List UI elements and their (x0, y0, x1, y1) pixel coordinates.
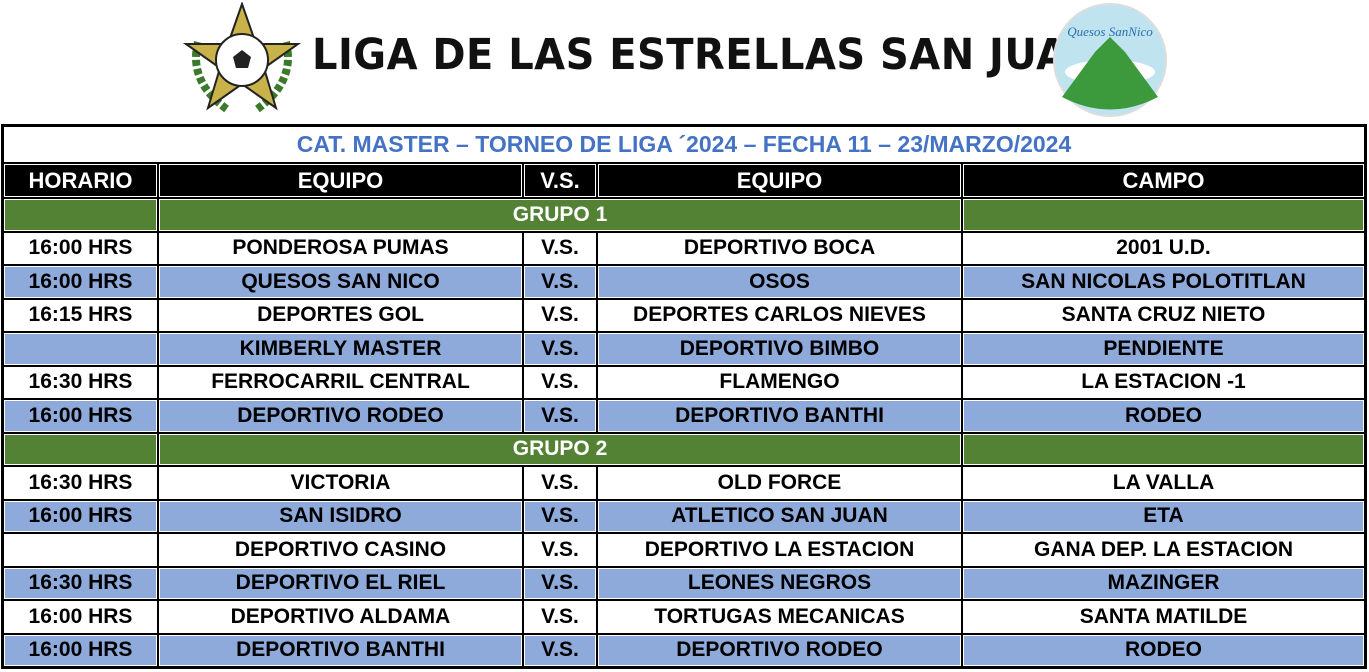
match-field: ETA (962, 499, 1365, 533)
col-vs: V.S. (523, 163, 597, 198)
col-horario: HORARIO (3, 163, 158, 198)
match-time: 16:00 HRS (3, 265, 158, 299)
col-equipo-home: EQUIPO (158, 163, 523, 198)
match-away: DEPORTIVO BOCA (597, 231, 962, 265)
group-spacer (3, 432, 158, 466)
match-home: DEPORTES GOL (158, 298, 523, 332)
match-away: DEPORTIVO LA ESTACION (597, 533, 962, 567)
match-row: 16:00 HRS QUESOS SAN NICO V.S. OSOS SAN NICO… (3, 265, 1365, 299)
match-time: 16:00 HRS (3, 399, 158, 433)
match-row: 16:00 HRS PONDEROSA PUMAS V.S. DEPORTIVO BO… (3, 231, 1365, 265)
match-field: 2001 U.D. (962, 231, 1365, 265)
match-away: ATLETICO SAN JUAN (597, 499, 962, 533)
match-home: DEPORTIVO RODEO (158, 399, 523, 433)
match-home: DEPORTIVO CASINO (158, 533, 523, 567)
group-spacer (962, 432, 1365, 466)
match-home: VICTORIA (158, 466, 523, 500)
match-time: 16:00 HRS (3, 231, 158, 265)
match-field: LA VALLA (962, 466, 1365, 500)
match-vs: V.S. (523, 298, 597, 332)
match-time: 16:15 HRS (3, 298, 158, 332)
group-spacer (962, 198, 1365, 232)
schedule-table: CAT. MASTER – TORNEO DE LIGA ´2024 – FEC… (1, 124, 1367, 669)
match-field: SANTA CRUZ NIETO (962, 298, 1365, 332)
col-campo: CAMPO (962, 163, 1365, 198)
league-title: LIGA DE LAS ESTRELLAS SAN JUAN (312, 30, 1102, 80)
match-time: 16:30 HRS (3, 566, 158, 600)
match-home: FERROCARRIL CENTRAL (158, 365, 523, 399)
match-home: DEPORTIVO EL RIEL (158, 566, 523, 600)
match-vs: V.S. (523, 399, 597, 433)
match-vs: V.S. (523, 533, 597, 567)
match-vs: V.S. (523, 499, 597, 533)
match-vs: V.S. (523, 566, 597, 600)
column-header-row: HORARIO EQUIPO V.S. EQUIPO CAMPO (3, 163, 1365, 198)
match-row: 16:15 HRS DEPORTES GOL V.S. DEPORTES CARLOS… (3, 298, 1365, 332)
match-field: RODEO (962, 399, 1365, 433)
match-home: KIMBERLY MASTER (158, 332, 523, 366)
match-time (3, 332, 158, 366)
match-time: 16:30 HRS (3, 466, 158, 500)
match-vs: V.S. (523, 600, 597, 634)
match-row: 16:00 HRS SAN ISIDRO V.S. ATLETICO SAN JUAN… (3, 499, 1365, 533)
match-away: LEONES NEGROS (597, 566, 962, 600)
match-away: OLD FORCE (597, 466, 962, 500)
match-row: 16:00 HRS DEPORTIVO BANTHI V.S. DEPORTIVO R… (3, 633, 1365, 667)
match-away: TORTUGAS MECANICAS (597, 600, 962, 634)
match-home: QUESOS SAN NICO (158, 265, 523, 299)
match-row: 16:30 HRS FERROCARRIL CENTRAL V.S. FLAMENGO… (3, 365, 1365, 399)
match-home: DEPORTIVO BANTHI (158, 633, 523, 667)
match-row: 16:00 HRS DEPORTIVO ALDAMA V.S. TORTUGAS ME… (3, 600, 1365, 634)
match-away: DEPORTIVO BIMBO (597, 332, 962, 366)
match-away: DEPORTIVO BANTHI (597, 399, 962, 433)
match-field: SAN NICOLAS POLOTITLAN (962, 265, 1365, 299)
match-home: DEPORTIVO ALDAMA (158, 600, 523, 634)
match-field: RODEO (962, 633, 1365, 667)
match-field: LA ESTACION -1 (962, 365, 1365, 399)
match-vs: V.S. (523, 332, 597, 366)
match-row: 16:30 HRS DEPORTIVO EL RIEL V.S. LEONES NEG… (3, 566, 1365, 600)
match-field: GANA DEP. LA ESTACION (962, 533, 1365, 567)
match-away: FLAMENGO (597, 365, 962, 399)
match-vs: V.S. (523, 365, 597, 399)
match-home: PONDEROSA PUMAS (158, 231, 523, 265)
match-time: 16:30 HRS (3, 365, 158, 399)
page-header: LIGA DE LAS ESTRELLAS SAN JUAN Quesos Sa… (0, 0, 1369, 122)
group-row: GRUPO 1 (3, 198, 1365, 232)
match-vs: V.S. (523, 466, 597, 500)
group-label: GRUPO 1 (158, 198, 962, 232)
league-star-ball-logo (182, 2, 302, 114)
match-time: 16:00 HRS (3, 600, 158, 634)
match-away: DEPORTIVO RODEO (597, 633, 962, 667)
match-row: 16:30 HRS VICTORIA V.S. OLD FORCE LA VALLA (3, 466, 1365, 500)
match-away: OSOS (597, 265, 962, 299)
match-field: MAZINGER (962, 566, 1365, 600)
match-vs: V.S. (523, 633, 597, 667)
match-vs: V.S. (523, 231, 597, 265)
quesos-san-nico-logo: Quesos SanNico (1053, 3, 1167, 117)
group-row: GRUPO 2 (3, 432, 1365, 466)
match-row: DEPORTIVO CASINO V.S. DEPORTIVO LA ESTACIO… (3, 533, 1365, 567)
match-time (3, 533, 158, 567)
col-equipo-away: EQUIPO (597, 163, 962, 198)
group-spacer (3, 198, 158, 232)
match-home: SAN ISIDRO (158, 499, 523, 533)
match-away: DEPORTES CARLOS NIEVES (597, 298, 962, 332)
match-field: PENDIENTE (962, 332, 1365, 366)
match-field: SANTA MATILDE (962, 600, 1365, 634)
table-caption: CAT. MASTER – TORNEO DE LIGA ´2024 – FEC… (3, 126, 1365, 163)
match-time: 16:00 HRS (3, 499, 158, 533)
match-row: 16:00 HRS DEPORTIVO RODEO V.S. DEPORTIVO BA… (3, 399, 1365, 433)
group-label: GRUPO 2 (158, 432, 962, 466)
match-row: KIMBERLY MASTER V.S. DEPORTIVO BIMBO PENDIE… (3, 332, 1365, 366)
svg-text:Quesos SanNico: Quesos SanNico (1067, 24, 1153, 39)
match-time: 16:00 HRS (3, 633, 158, 667)
match-vs: V.S. (523, 265, 597, 299)
